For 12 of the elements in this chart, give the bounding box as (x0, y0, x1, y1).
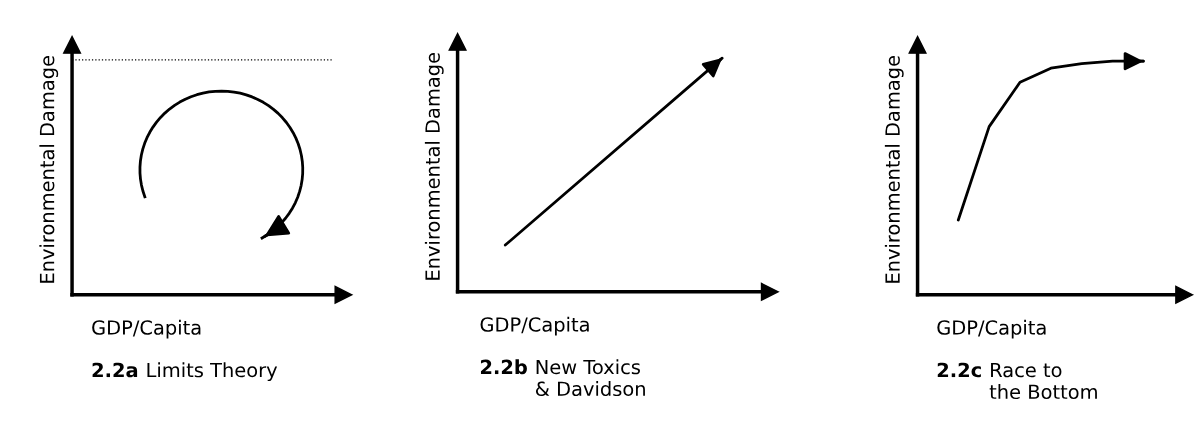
x-axis-title: GDP/Capita (480, 316, 589, 336)
text: 2.2a (92, 362, 138, 378)
text: Limits Theory (147, 362, 278, 382)
x-axis-title: GDP/Capita (937, 319, 1046, 339)
text: Environmental Damage (39, 56, 59, 283)
text: GDP/Capita (92, 319, 201, 339)
text: New Toxics & Davidson (535, 359, 645, 397)
text: 2.2c (937, 362, 981, 378)
text: Race to the Bottom (989, 362, 1097, 400)
y-axis-title: Environmental Damage (884, 56, 904, 283)
text: 2.2b (480, 359, 527, 375)
y-axis-title: Environmental Damage (424, 52, 444, 280)
